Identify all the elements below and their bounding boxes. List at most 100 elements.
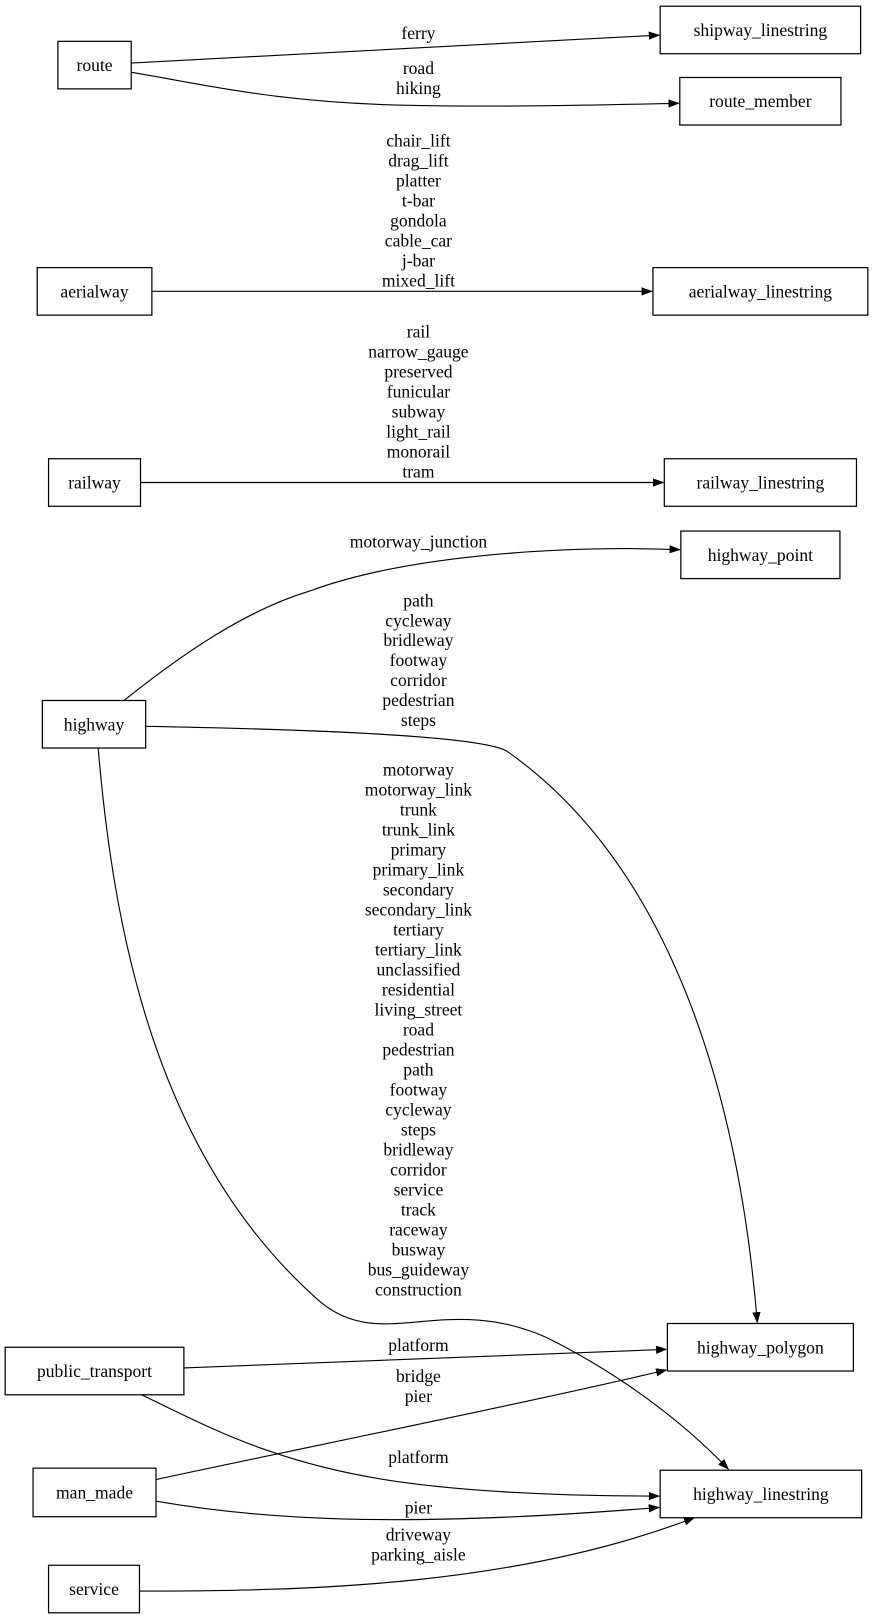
node-label: railway_linestring	[697, 472, 825, 492]
edge-label: bridleway	[383, 630, 453, 650]
edge-highway-to-highway_polygon: pathcyclewaybridlewayfootwaycorridorpede…	[145, 590, 761, 1324]
node-railway-linestring: railway_linestring	[663, 458, 858, 507]
edge-label: pier	[405, 1386, 432, 1406]
edge-label: footway	[390, 650, 448, 670]
edge-label: pedestrian	[382, 690, 454, 710]
node-label: highway_point	[708, 545, 813, 565]
node-man-made: man_made	[32, 1467, 157, 1518]
edge-label: service	[394, 1180, 444, 1200]
edge-label: parking_aisle	[371, 1544, 466, 1564]
edge-label: cycleway	[385, 610, 451, 630]
edge-label: funicular	[387, 382, 450, 402]
node-highway-polygon: highway_polygon	[666, 1322, 854, 1372]
edge-arrow	[183, 1345, 668, 1369]
node-label: shipway_linestring	[694, 20, 828, 40]
edge-label: cycleway	[385, 1100, 451, 1120]
edge-railway-to-railway_linestring: railnarrow_gaugepreservedfunicularsubway…	[140, 322, 665, 487]
edge-label: platform	[388, 1447, 449, 1467]
edge-label: motorway_junction	[350, 531, 488, 551]
edge-label: pedestrian	[382, 1040, 454, 1060]
edge-label: tram	[402, 462, 435, 482]
edge-label: subway	[392, 402, 446, 422]
node-public-transport: public_transport	[4, 1346, 185, 1396]
edge-label: narrow_gauge	[368, 342, 469, 362]
edge-label: raceway	[389, 1220, 448, 1240]
node-route: route	[57, 40, 132, 90]
edge-label: ferry	[401, 23, 435, 43]
edge-label: motorway_link	[365, 780, 472, 800]
node-label: route_member	[709, 91, 811, 111]
edge-label: busway	[392, 1240, 446, 1260]
edge-label: j-bar	[401, 250, 435, 270]
edge-public_transport-to-highway_polygon: platform	[183, 1335, 668, 1369]
node-label: highway_polygon	[697, 1337, 824, 1357]
edge-highway-to-highway_point: motorway_junction	[123, 531, 681, 701]
edge-aerialway-to-aerialway_linestring: chair_liftdrag_liftplattert-bargondolaca…	[151, 131, 653, 296]
edge-arrow	[155, 1368, 668, 1481]
node-label: route	[77, 55, 113, 75]
edge-label: light_rail	[386, 422, 450, 442]
edge-arrow	[97, 747, 730, 1470]
edge-label: driveway	[386, 1524, 452, 1544]
node-label: aerialway	[60, 281, 128, 301]
edge-label: steps	[401, 1120, 436, 1140]
edge-label: tertiary_link	[375, 940, 462, 960]
edge-label: primary	[391, 840, 447, 860]
edge-label: road	[403, 58, 434, 78]
edge-label: hiking	[396, 78, 441, 98]
edge-arrow	[131, 71, 680, 108]
node-route-member: route_member	[679, 76, 842, 126]
edge-label: platter	[396, 170, 441, 190]
edge-label: track	[401, 1200, 436, 1220]
edge-route-to-shipway_linestring: ferry	[131, 23, 661, 64]
node-label: railway	[68, 472, 121, 492]
edge-label: platform	[388, 1335, 449, 1355]
edge-label: primary_link	[373, 860, 465, 880]
edge-man_made-to-highway_linestring: pier	[155, 1497, 661, 1521]
edge-label: gondola	[390, 210, 447, 230]
node-service: service	[47, 1564, 141, 1614]
edge-label: t-bar	[402, 190, 435, 210]
node-label: highway	[64, 714, 125, 734]
node-highway-point: highway_point	[680, 530, 841, 580]
edge-label: unclassified	[377, 960, 461, 980]
edge-label: bridge	[396, 1366, 441, 1386]
edge-label: drag_lift	[388, 151, 449, 171]
edge-arrow	[155, 1500, 661, 1521]
edge-label: trunk	[400, 800, 437, 820]
node-aerialway: aerialway	[36, 266, 153, 316]
edge-label: footway	[390, 1080, 448, 1100]
edge-label: cable_car	[385, 230, 452, 250]
edge-highway-to-highway_linestring: motorwaymotorway_linktrunktrunk_linkprim…	[97, 747, 730, 1470]
edge-label: monorail	[387, 442, 450, 462]
edge-label: steps	[401, 710, 436, 730]
node-label: public_transport	[37, 1361, 152, 1381]
edge-arrow	[139, 1517, 696, 1592]
node-highway: highway	[41, 699, 147, 749]
edge-label: path	[403, 1060, 433, 1080]
edge-label: bus_guideway	[368, 1260, 470, 1280]
edge-label: mixed_lift	[382, 270, 455, 290]
node-label: highway_linestring	[693, 1484, 829, 1504]
edge-label: pier	[405, 1497, 432, 1517]
edge-label: residential	[382, 980, 455, 1000]
edge-label: corridor	[390, 670, 447, 690]
edge-label: tertiary	[393, 920, 444, 940]
edge-label: preserved	[384, 362, 452, 382]
node-shipway-linestring: shipway_linestring	[659, 5, 862, 55]
edge-arrow	[145, 725, 761, 1324]
edge-label: trunk_link	[382, 820, 455, 840]
node-label: service	[69, 1579, 119, 1599]
node-railway: railway	[47, 458, 142, 507]
edge-label: path	[403, 590, 433, 610]
edge-label: bridleway	[383, 1140, 453, 1160]
node-highway-linestring: highway_linestring	[659, 1469, 863, 1519]
edge-arrow	[123, 545, 681, 701]
node-label: aerialway_linestring	[689, 281, 832, 301]
edge-label: construction	[375, 1280, 462, 1300]
edge-label: rail	[407, 322, 431, 342]
edge-label: chair_lift	[386, 131, 450, 151]
